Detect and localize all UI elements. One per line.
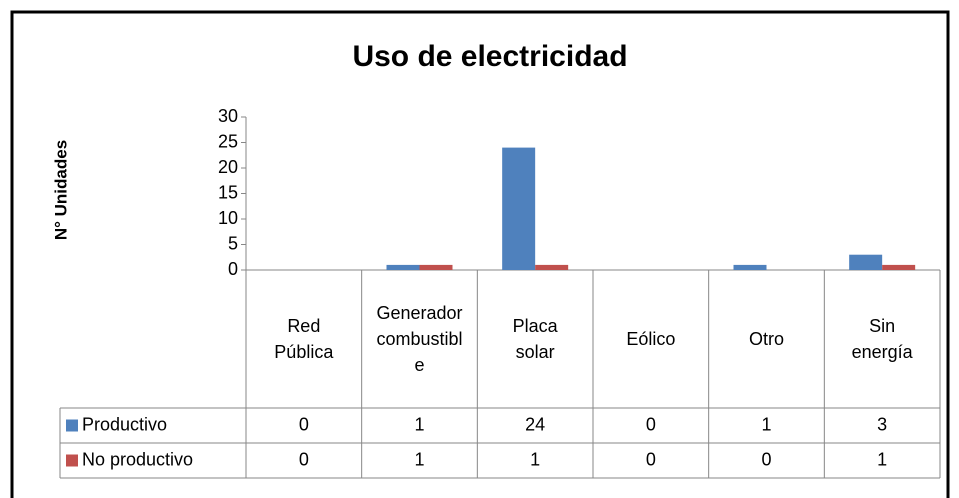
bar bbox=[882, 264, 916, 270]
data-table-value: 0 bbox=[299, 449, 309, 469]
bar bbox=[502, 147, 536, 270]
y-axis-label: N° Unidades bbox=[51, 140, 70, 240]
y-tick-label: 0 bbox=[228, 259, 238, 279]
data-table-value: 1 bbox=[414, 449, 424, 469]
y-tick-label: 15 bbox=[218, 182, 238, 202]
legend-label: No productivo bbox=[82, 449, 193, 469]
chart-title: Uso de electricidad bbox=[352, 40, 627, 73]
data-table-value: 0 bbox=[646, 414, 656, 434]
x-tick-label-box: Eólico bbox=[626, 329, 676, 349]
legend-key bbox=[66, 454, 78, 467]
data-table-value: 24 bbox=[525, 414, 545, 434]
x-tick-label: Sin energía bbox=[851, 316, 913, 362]
y-tick-label: 30 bbox=[218, 106, 238, 126]
legend-key bbox=[66, 419, 78, 432]
data-table-value: 1 bbox=[761, 414, 771, 434]
bar bbox=[535, 264, 569, 270]
bar bbox=[849, 254, 883, 270]
x-tick-label: Placa solar bbox=[512, 316, 558, 362]
data-table-value: 0 bbox=[646, 449, 656, 469]
data-table-value: 1 bbox=[877, 449, 887, 469]
y-tick-label: 25 bbox=[218, 131, 238, 151]
y-tick-label: 5 bbox=[228, 233, 238, 253]
x-tick-label-box: Red Pública bbox=[274, 316, 334, 362]
x-tick-label: Otro bbox=[748, 329, 784, 349]
bar bbox=[386, 264, 420, 270]
data-table-value: 0 bbox=[299, 414, 309, 434]
chart-border bbox=[10, 10, 950, 498]
x-tick-label: Eólico bbox=[626, 329, 676, 349]
data-table-value: 3 bbox=[877, 414, 887, 434]
data-table-value: 1 bbox=[530, 449, 540, 469]
x-tick-label: Generador combustible bbox=[376, 303, 463, 375]
data-table-value: 0 bbox=[761, 449, 771, 469]
x-tick-label-box: Otro bbox=[748, 329, 784, 349]
bar bbox=[733, 264, 767, 270]
y-tick-label: 20 bbox=[218, 157, 238, 177]
x-tick-label: Red Pública bbox=[274, 316, 334, 362]
x-tick-label-box: Placa solar bbox=[512, 316, 558, 362]
data-table-value: 1 bbox=[414, 414, 424, 434]
y-tick-label: 10 bbox=[218, 208, 238, 228]
bar bbox=[419, 264, 453, 270]
x-tick-label-box: Sin energía bbox=[851, 316, 913, 362]
legend-label: Productivo bbox=[82, 414, 167, 434]
x-tick-label-box: Generador combustible bbox=[376, 303, 463, 375]
